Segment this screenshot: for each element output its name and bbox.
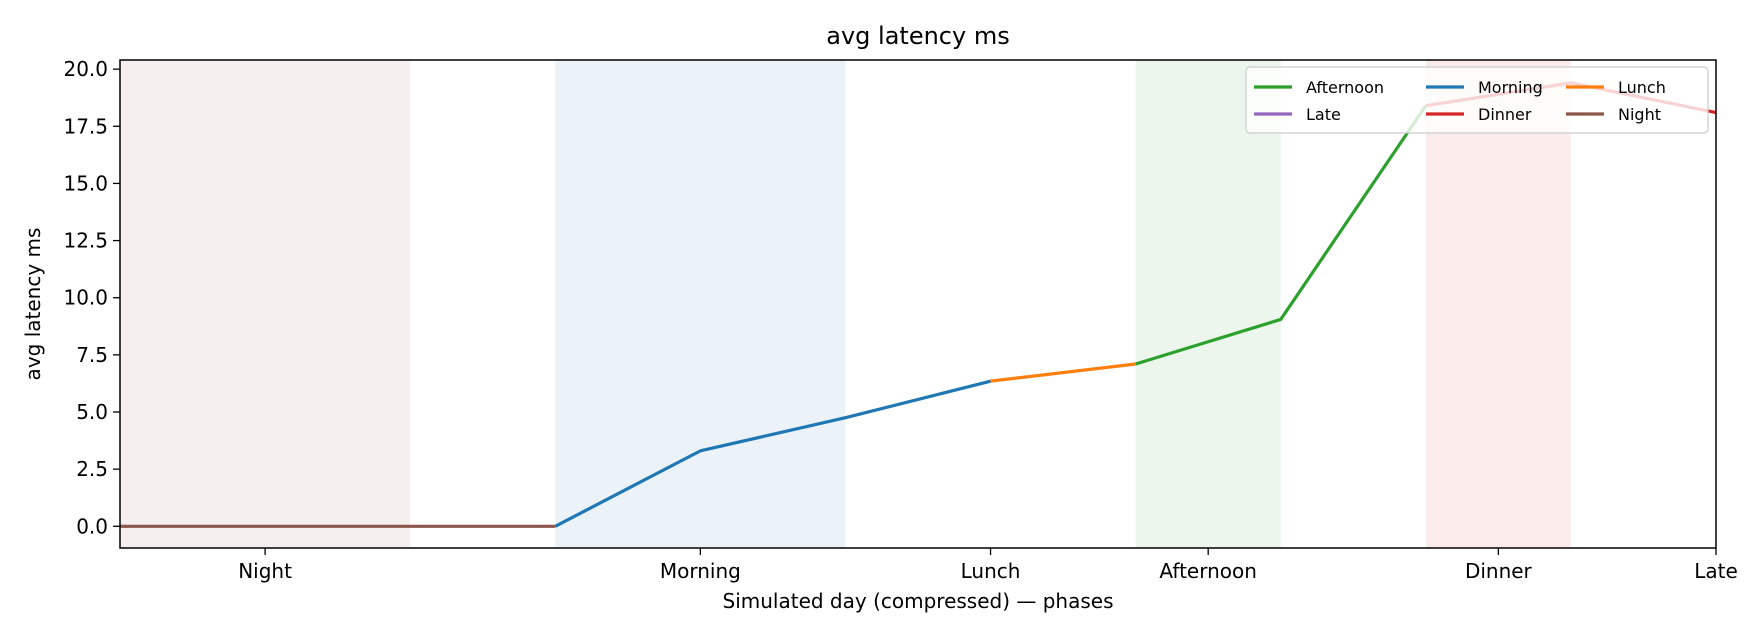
legend-item-night: Night <box>1566 105 1661 124</box>
x-tick-label-night: Night <box>238 559 292 583</box>
x-tick-label-morning: Morning <box>660 559 741 583</box>
y-tick-label: 7.5 <box>76 343 108 367</box>
series-line-lunch <box>990 362 1136 383</box>
legend-label: Afternoon <box>1306 78 1384 97</box>
x-axis-ticks: Night Morning Lunch Afternoon Dinner Late <box>238 548 1738 583</box>
series-line-afternoon <box>1135 104 1428 366</box>
legend-label: Dinner <box>1478 105 1532 124</box>
y-axis-ticks: 0.0 2.5 5.0 7.5 10.0 12.5 15.0 17.5 20.0 <box>63 57 120 538</box>
y-tick-label: 10.0 <box>63 286 108 310</box>
phase-band-night <box>120 60 411 548</box>
legend-label: Late <box>1306 105 1341 124</box>
legend-item-dinner: Dinner <box>1426 105 1532 124</box>
y-tick-label: 5.0 <box>76 400 108 424</box>
chart-title: avg latency ms <box>826 22 1009 50</box>
x-tick-label-lunch: Lunch <box>961 559 1021 583</box>
legend-label: Night <box>1618 105 1661 124</box>
x-tick-label-late: Late <box>1694 559 1738 583</box>
legend-item-lunch: Lunch <box>1566 78 1666 97</box>
phase-bands <box>120 60 1571 548</box>
legend-label: Lunch <box>1618 78 1666 97</box>
phase-band-dinner <box>1425 60 1571 548</box>
legend-item-morning: Morning <box>1426 78 1543 97</box>
legend: Afternoon Late Morning Dinner Lunch Night <box>1245 66 1709 134</box>
y-axis-label: avg latency ms <box>21 228 45 381</box>
x-axis-label: Simulated day (compressed) — phases <box>723 589 1114 613</box>
x-tick-label-dinner: Dinner <box>1465 559 1533 583</box>
y-tick-label: 17.5 <box>63 114 108 138</box>
phase-band-morning <box>555 60 846 548</box>
y-tick-label: 12.5 <box>63 229 108 253</box>
legend-box <box>1245 66 1709 134</box>
legend-item-afternoon: Afternoon <box>1254 78 1384 97</box>
y-tick-label: 15.0 <box>63 171 108 195</box>
legend-label: Morning <box>1478 78 1543 97</box>
legend-item-late: Late <box>1254 105 1341 124</box>
phase-band-afternoon <box>1135 60 1281 548</box>
plot-frame <box>119 59 1717 549</box>
y-tick-label: 2.5 <box>76 457 108 481</box>
y-tick-label: 0.0 <box>76 514 108 538</box>
y-tick-label: 20.0 <box>63 57 108 81</box>
x-tick-label-afternoon: Afternoon <box>1159 559 1257 583</box>
series-line-morning <box>554 379 991 528</box>
